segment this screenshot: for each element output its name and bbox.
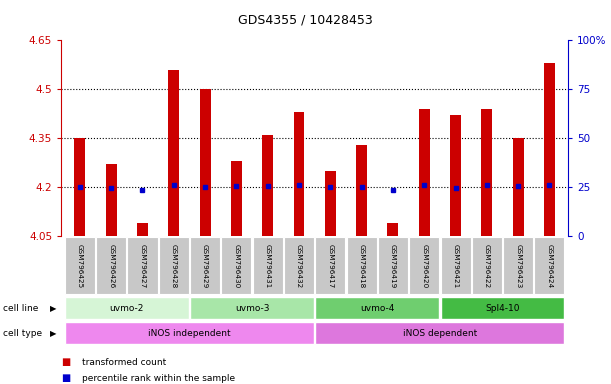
Bar xyxy=(535,237,565,295)
Text: GSM796428: GSM796428 xyxy=(171,244,177,288)
Bar xyxy=(200,89,211,236)
Bar xyxy=(221,237,252,295)
Text: GSM796425: GSM796425 xyxy=(77,244,83,288)
Text: GSM796427: GSM796427 xyxy=(139,244,145,288)
Bar xyxy=(346,237,376,295)
Bar xyxy=(513,138,524,236)
Bar xyxy=(262,135,273,236)
Text: iNOS dependent: iNOS dependent xyxy=(403,329,477,338)
Text: uvmo-3: uvmo-3 xyxy=(235,304,269,313)
Text: ▶: ▶ xyxy=(50,329,57,338)
Text: GSM796419: GSM796419 xyxy=(390,244,396,288)
Text: GSM796423: GSM796423 xyxy=(515,244,521,288)
Bar xyxy=(315,237,345,295)
Bar xyxy=(441,237,470,295)
Bar xyxy=(481,109,492,236)
Text: uvmo-4: uvmo-4 xyxy=(360,304,395,313)
Bar xyxy=(315,297,439,319)
Text: cell line: cell line xyxy=(3,304,38,313)
Bar xyxy=(419,109,430,236)
Bar xyxy=(378,237,408,295)
Text: GDS4355 / 10428453: GDS4355 / 10428453 xyxy=(238,13,373,26)
Text: ▶: ▶ xyxy=(50,304,57,313)
Bar xyxy=(190,297,314,319)
Bar xyxy=(65,237,95,295)
Bar xyxy=(253,237,283,295)
Bar xyxy=(128,237,158,295)
Bar xyxy=(168,70,179,236)
Text: transformed count: transformed count xyxy=(82,358,167,367)
Bar xyxy=(544,63,555,236)
Bar xyxy=(503,237,533,295)
Text: GSM796430: GSM796430 xyxy=(233,244,240,288)
Bar xyxy=(65,322,314,344)
Text: Spl4-10: Spl4-10 xyxy=(485,304,520,313)
Text: ■: ■ xyxy=(61,357,70,367)
Text: uvmo-2: uvmo-2 xyxy=(109,304,144,313)
Bar xyxy=(315,322,565,344)
Text: GSM796418: GSM796418 xyxy=(359,244,365,288)
Bar xyxy=(159,237,189,295)
Text: GSM796426: GSM796426 xyxy=(108,244,114,288)
Text: ■: ■ xyxy=(61,373,70,383)
Text: percentile rank within the sample: percentile rank within the sample xyxy=(82,374,236,383)
Bar xyxy=(450,116,461,236)
Bar xyxy=(96,237,126,295)
Bar xyxy=(190,237,220,295)
Bar xyxy=(441,297,565,319)
Bar xyxy=(409,237,439,295)
Text: GSM796431: GSM796431 xyxy=(265,244,271,288)
Text: iNOS independent: iNOS independent xyxy=(148,329,231,338)
Bar xyxy=(387,223,398,236)
Text: GSM796417: GSM796417 xyxy=(327,244,334,288)
Text: GSM796432: GSM796432 xyxy=(296,244,302,288)
Text: GSM796421: GSM796421 xyxy=(453,244,458,288)
Text: GSM796424: GSM796424 xyxy=(546,244,552,288)
Text: cell type: cell type xyxy=(3,329,42,338)
Bar xyxy=(325,171,336,236)
Text: GSM796429: GSM796429 xyxy=(202,244,208,288)
Bar xyxy=(293,112,304,236)
Bar xyxy=(106,164,117,236)
Bar xyxy=(65,297,189,319)
Bar xyxy=(137,223,148,236)
Bar xyxy=(75,138,86,236)
Text: GSM796420: GSM796420 xyxy=(421,244,427,288)
Text: GSM796422: GSM796422 xyxy=(484,244,490,288)
Bar xyxy=(356,145,367,236)
Bar xyxy=(231,161,242,236)
Bar xyxy=(472,237,502,295)
Bar xyxy=(284,237,314,295)
